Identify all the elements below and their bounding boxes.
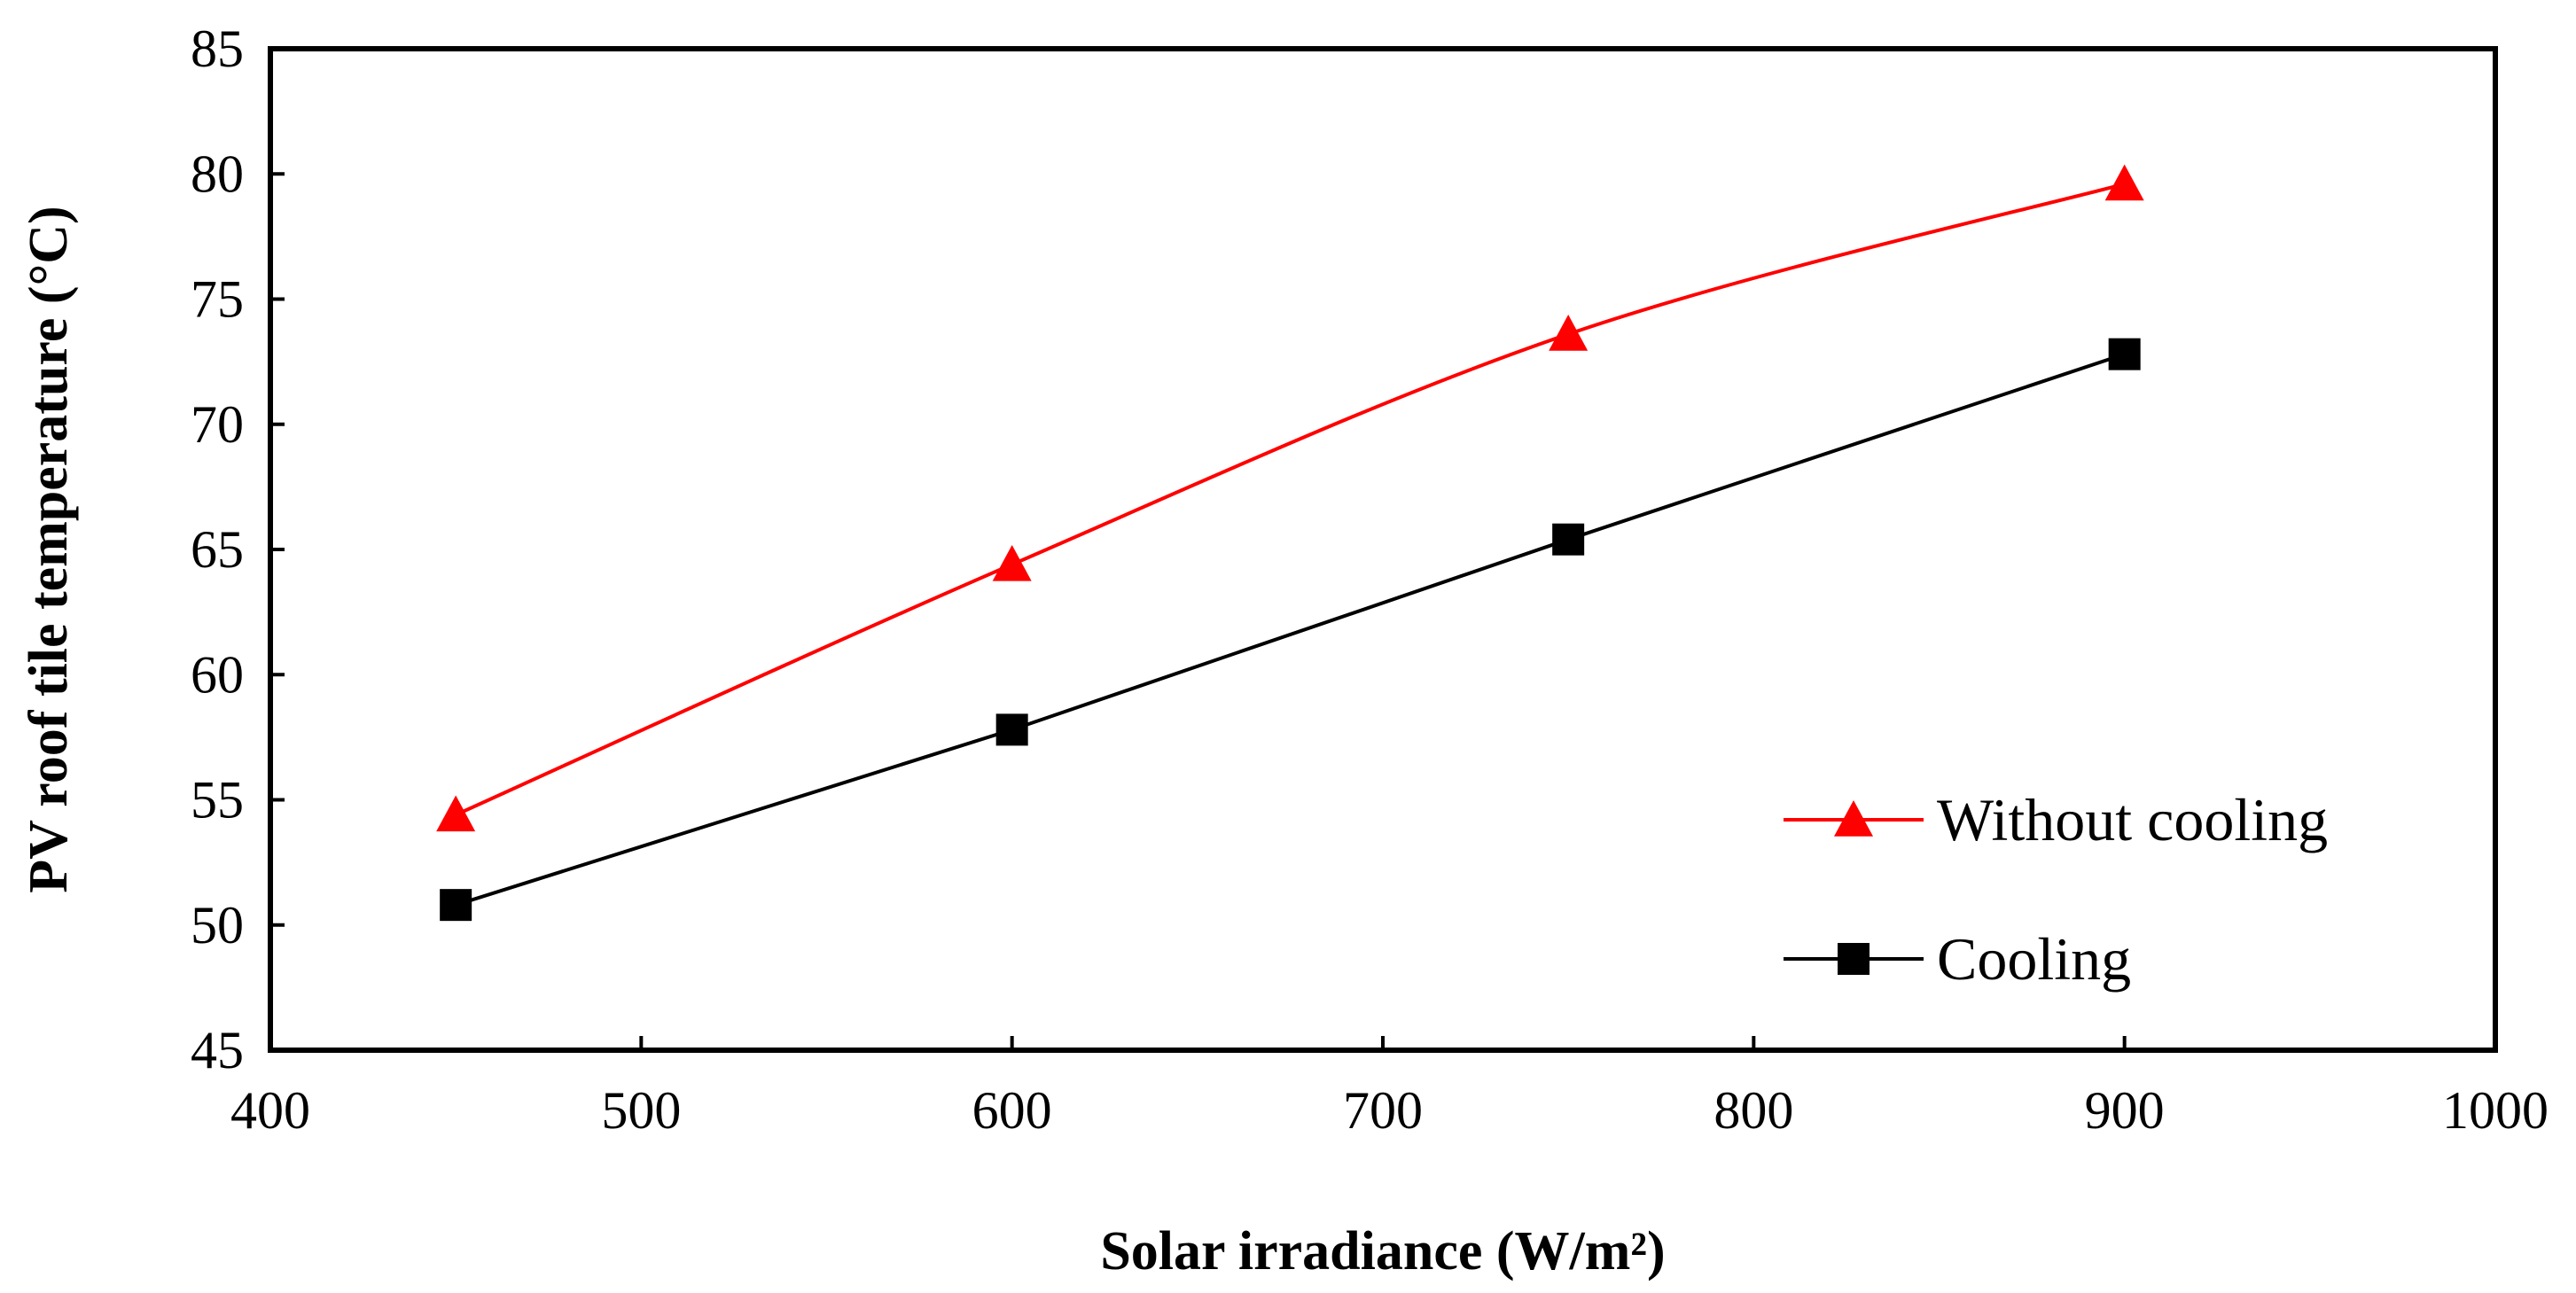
data-point-cooling [995,713,1028,746]
y-tick-label: 65 [191,520,244,579]
legend: Without cooling Cooling [1784,786,2328,993]
y-tick-label: 75 [191,270,244,329]
legend-marker-cooling [1838,943,1870,975]
y-tick-label: 60 [191,645,244,704]
series-line-without-cooling [455,182,2126,817]
series-line-cooling [455,352,2126,907]
x-tick-label: 900 [2085,1081,2165,1140]
legend-label-cooling: Cooling [1937,925,2131,993]
y-tick-label: 70 [191,395,244,454]
legend-marker-without-cooling [1834,800,1873,837]
x-tick-label: 600 [972,1081,1052,1140]
data-point-cooling [440,889,472,922]
data-point-cooling [2108,338,2141,370]
y-tick-label: 85 [191,19,244,78]
x-tick-label: 700 [1343,1081,1423,1140]
series-without-cooling [436,164,2144,832]
y-tick-label: 55 [191,771,244,830]
data-point-without-cooling [436,795,476,832]
plot-area [268,46,2498,1053]
x-axis-title: Solar irradiance (W/m²) [1100,1221,1665,1281]
data-point-cooling [1552,523,1585,556]
y-axis-ticks: 45 50 55 60 65 70 75 80 85 [191,19,285,1079]
x-tick-label: 400 [230,1081,310,1140]
y-axis-title: PV roof tile temperature (°C) [19,206,79,892]
data-point-without-cooling [992,544,1032,581]
series-layer [436,164,2144,922]
x-tick-label: 1000 [2442,1081,2549,1140]
data-point-without-cooling [1549,315,1589,351]
x-tick-label: 800 [1713,1081,1793,1140]
data-point-without-cooling [2104,164,2144,201]
y-tick-label: 80 [191,144,244,203]
x-axis-ticks: 400 500 600 700 800 900 1000 [230,1036,2549,1140]
legend-label-without-cooling: Without cooling [1937,786,2328,853]
x-tick-label: 500 [601,1081,681,1140]
y-tick-label: 45 [191,1021,244,1079]
y-tick-label: 50 [191,896,244,954]
series-cooling [440,338,2141,922]
